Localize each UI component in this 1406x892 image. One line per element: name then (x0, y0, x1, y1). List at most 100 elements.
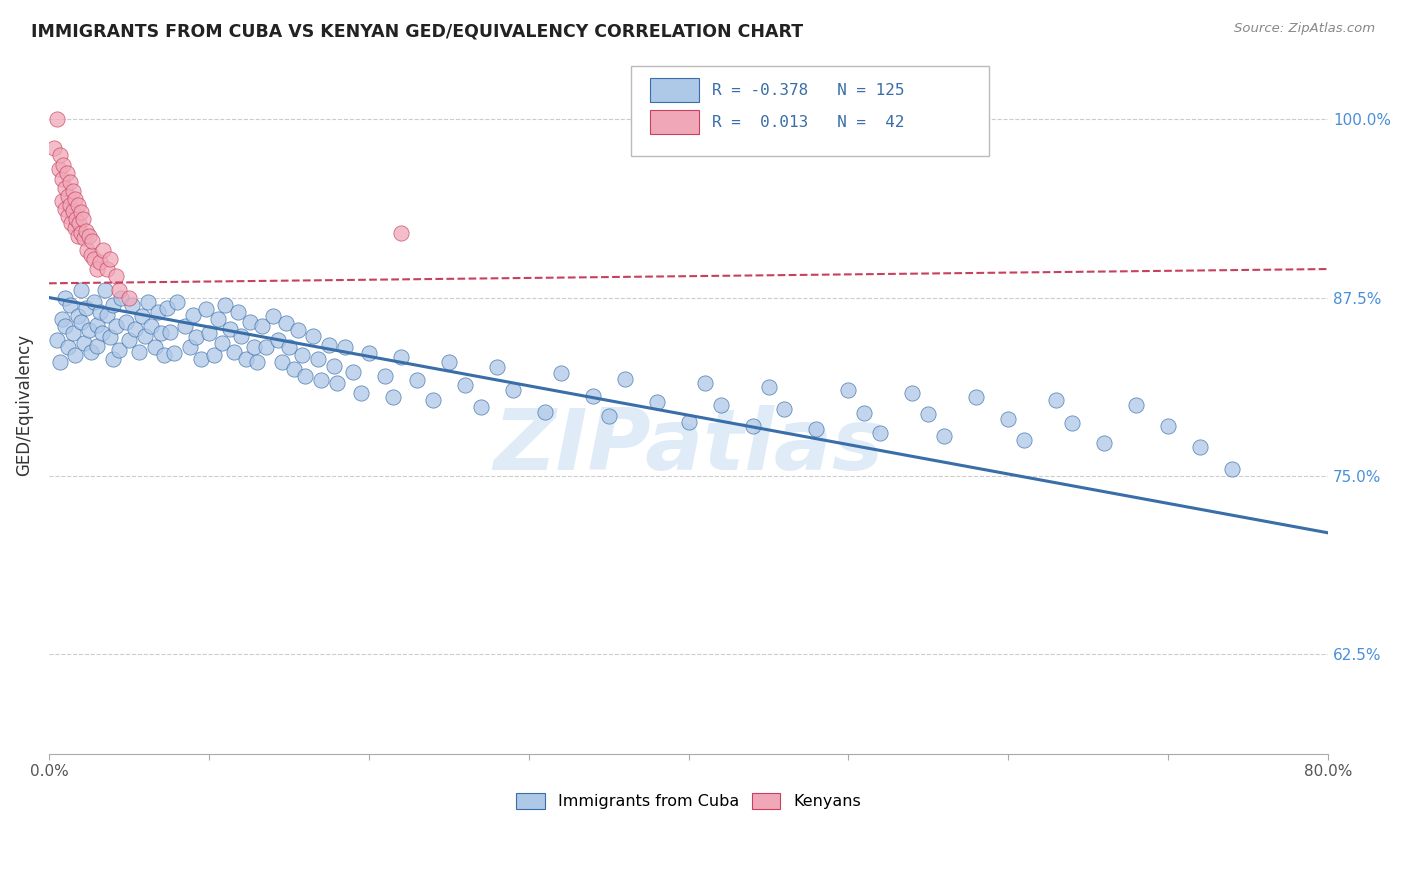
Point (853, 406, 876, 420)
Point (65, 212, 87, 227)
Point (108, 343, 131, 358)
Point (62, 203, 84, 218)
Point (131, 309, 153, 323)
Point (56, 209, 79, 223)
Point (207, 312, 229, 326)
Point (470, 401, 492, 415)
Point (143, 341, 166, 355)
Point (156, 301, 179, 315)
Point (389, 227, 412, 241)
Point (965, 390, 987, 404)
Point (291, 348, 314, 362)
Point (101, 351, 124, 366)
Point (226, 305, 249, 319)
Point (202, 348, 225, 362)
Point (283, 362, 305, 376)
FancyBboxPatch shape (631, 66, 990, 156)
Point (326, 376, 349, 390)
Point (72, 212, 94, 227)
Point (1189, 440, 1212, 454)
Point (1092, 436, 1115, 450)
Point (79, 344, 101, 359)
Point (46, 112, 69, 127)
Point (214, 298, 236, 312)
Point (262, 309, 284, 323)
Point (48, 162, 70, 177)
Point (246, 355, 269, 369)
Point (173, 319, 195, 334)
Point (645, 394, 668, 409)
Point (229, 329, 252, 343)
Point (242, 341, 264, 355)
Point (1157, 418, 1180, 433)
Point (533, 404, 555, 418)
Point (163, 346, 186, 360)
Point (934, 429, 956, 443)
Point (70, 227, 93, 241)
Point (190, 351, 212, 366)
Point (77, 229, 100, 244)
Point (105, 319, 128, 334)
Point (49, 355, 72, 369)
Point (128, 344, 150, 359)
Point (307, 351, 329, 366)
Point (79, 248, 101, 262)
Point (374, 369, 396, 384)
Point (184, 330, 207, 344)
Point (62, 326, 84, 341)
Point (83, 294, 105, 309)
Text: R =  0.013   N =  42: R = 0.013 N = 42 (711, 115, 904, 129)
Text: R = -0.378   N = 125: R = -0.378 N = 125 (711, 83, 904, 97)
Point (266, 334, 288, 348)
Point (1220, 461, 1243, 475)
Point (758, 380, 780, 394)
Point (63, 192, 86, 206)
Point (239, 315, 262, 329)
Point (405, 373, 427, 387)
Point (101, 298, 124, 312)
Point (333, 341, 356, 355)
Point (66, 198, 89, 212)
Point (211, 336, 233, 351)
Point (75, 301, 97, 315)
Point (274, 316, 297, 330)
Point (89, 255, 111, 269)
Point (114, 315, 136, 329)
Point (118, 334, 141, 348)
Point (56, 341, 79, 355)
Point (124, 322, 146, 336)
Point (806, 422, 828, 436)
Point (550, 366, 572, 380)
Point (96, 262, 118, 277)
Point (901, 386, 924, 401)
Point (86, 339, 108, 353)
Text: IMMIGRANTS FROM CUBA VS KENYAN GED/EQUIVALENCY CORRELATION CHART: IMMIGRANTS FROM CUBA VS KENYAN GED/EQUIV… (31, 22, 803, 40)
Point (70, 205, 93, 219)
Point (136, 294, 159, 309)
Point (166, 294, 188, 309)
Point (301, 329, 323, 343)
Point (389, 351, 412, 365)
Point (60, 216, 83, 230)
Point (42, 141, 65, 155)
Point (96, 308, 118, 322)
Point (917, 408, 939, 422)
Point (250, 319, 273, 334)
Point (294, 369, 316, 384)
Point (869, 425, 891, 440)
Point (51, 194, 73, 208)
Point (318, 337, 340, 351)
Point (153, 348, 176, 362)
Point (108, 284, 131, 298)
Point (86, 262, 108, 277)
Point (73, 336, 96, 351)
Point (437, 355, 460, 369)
Point (83, 252, 105, 266)
Point (94, 284, 117, 298)
Point (613, 372, 636, 386)
Point (98, 330, 121, 344)
Point (1125, 397, 1147, 411)
Point (837, 383, 859, 397)
Point (49, 148, 72, 162)
Point (277, 341, 299, 355)
